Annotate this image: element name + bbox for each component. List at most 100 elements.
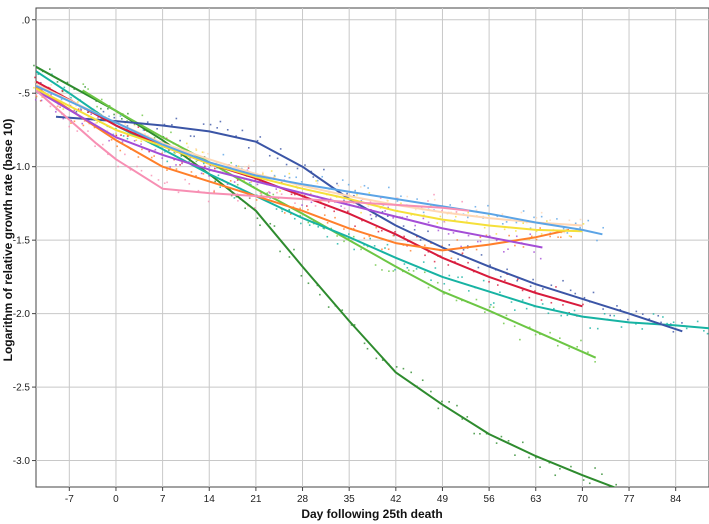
scatter-point [589, 327, 591, 329]
scatter-point [569, 219, 571, 221]
scatter-point [461, 276, 463, 278]
scatter-point [74, 121, 76, 123]
scatter-point [262, 173, 264, 175]
scatter-point [410, 372, 412, 374]
scatter-point [539, 466, 541, 468]
scatter-point [367, 187, 369, 189]
scatter-point [490, 304, 492, 306]
scatter-point [370, 214, 372, 216]
scatter-point [487, 205, 489, 207]
scatter-point [138, 156, 140, 158]
scatter-point [309, 224, 311, 226]
scatter-point [673, 321, 675, 323]
scatter-point [506, 269, 508, 271]
scatter-point [444, 222, 446, 224]
scatter-point [528, 457, 530, 459]
scatter-point [369, 238, 371, 240]
scatter-point [541, 212, 543, 214]
scatter-point [404, 263, 406, 265]
y-tick-label: -2.0 [13, 309, 31, 320]
scatter-point [613, 315, 615, 317]
scatter-point [174, 153, 176, 155]
scatter-point [428, 287, 430, 289]
scatter-point [113, 114, 115, 116]
scatter-point [166, 169, 168, 171]
scatter-point [587, 351, 589, 353]
scatter-point [559, 337, 561, 339]
scatter-point [457, 258, 459, 260]
scatter-point [593, 292, 595, 294]
scatter-point [576, 346, 578, 348]
scatter-point [468, 290, 470, 292]
scatter-point [574, 310, 576, 312]
scatter-point [427, 230, 429, 232]
scatter-point [141, 170, 143, 172]
scatter-point [153, 155, 155, 157]
scatter-point [514, 454, 516, 456]
scatter-point [371, 218, 373, 220]
scatter-point [539, 227, 541, 229]
scatter-point [230, 180, 232, 182]
scatter-point [284, 212, 286, 214]
scatter-point [456, 300, 458, 302]
scatter-point [289, 173, 291, 175]
scatter-point [616, 305, 618, 307]
scatter-point [140, 143, 142, 145]
scatter-point [521, 212, 523, 214]
scatter-point [179, 164, 181, 166]
x-tick-label: 0 [113, 494, 119, 505]
scatter-point [281, 210, 283, 212]
scatter-point [81, 123, 83, 125]
scatter-point [249, 197, 251, 199]
scatter-point [423, 212, 425, 214]
scatter-point [76, 130, 78, 132]
scatter-point [468, 235, 470, 237]
scatter-point [203, 123, 205, 125]
scatter-point [475, 206, 477, 208]
scatter-point [286, 164, 288, 166]
scatter-point [364, 237, 366, 239]
scatter-point [188, 183, 190, 185]
scatter-point [548, 312, 550, 314]
scatter-point [277, 158, 279, 160]
scatter-point [203, 152, 205, 154]
x-axis-title: Day following 25th death [301, 507, 442, 521]
scatter-point [594, 467, 596, 469]
scatter-point [466, 220, 468, 222]
x-tick-label: 63 [530, 494, 542, 505]
scatter-point [313, 176, 315, 178]
scatter-point [208, 201, 210, 203]
scatter-point [360, 212, 362, 214]
scatter-point [448, 233, 450, 235]
scatter-point [519, 339, 521, 341]
scatter-point [108, 115, 110, 117]
scatter-point [276, 192, 278, 194]
scatter-point [59, 106, 61, 108]
scatter-point [136, 139, 138, 141]
scatter-point [423, 218, 425, 220]
scatter-point [501, 436, 503, 438]
scatter-point [244, 207, 246, 209]
scatter-point [478, 267, 480, 269]
scatter-point [237, 200, 239, 202]
scatter-point [328, 306, 330, 308]
scatter-point [602, 308, 604, 310]
scatter-point [360, 186, 362, 188]
scatter-point [120, 134, 122, 136]
scatter-point [502, 213, 504, 215]
scatter-point [416, 268, 418, 270]
scatter-point [111, 139, 113, 141]
scatter-point [353, 249, 355, 251]
scatter-point [410, 250, 412, 252]
scatter-point [127, 113, 129, 115]
scatter-point [374, 245, 376, 247]
scatter-point [295, 176, 297, 178]
scatter-point [95, 122, 97, 124]
scatter-point [434, 261, 436, 263]
scatter-point [381, 249, 383, 251]
scatter-point [516, 222, 518, 224]
scatter-point [260, 193, 262, 195]
scatter-point [451, 257, 453, 259]
scatter-point [394, 231, 396, 233]
scatter-point [604, 313, 606, 315]
